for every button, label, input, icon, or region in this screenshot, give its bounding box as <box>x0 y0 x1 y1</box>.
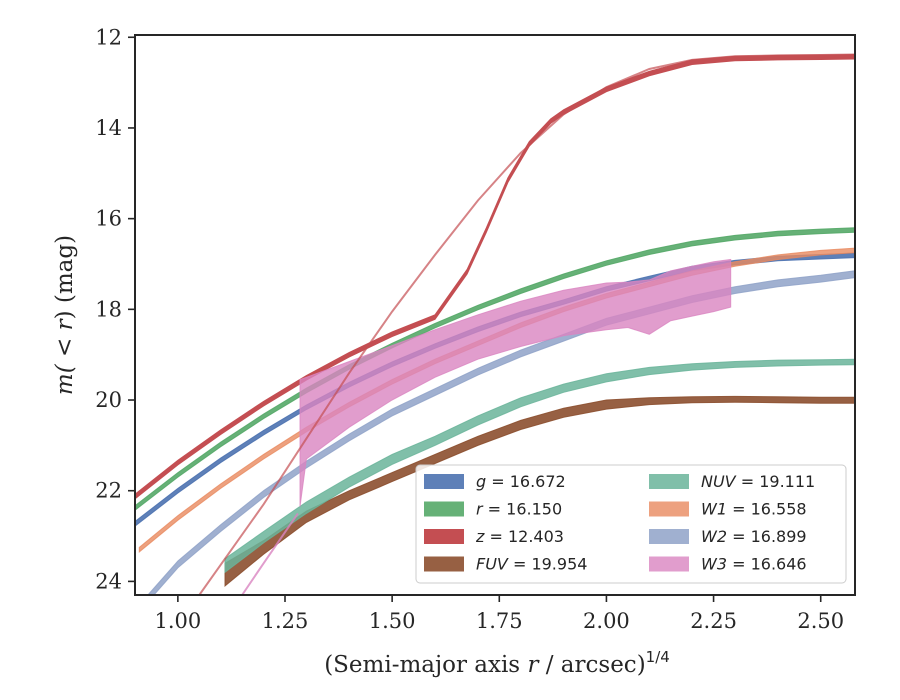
y-tick-label: 20 <box>95 388 122 412</box>
y-tick-label: 24 <box>95 569 122 593</box>
legend-label: r = 16.150 <box>476 500 562 519</box>
legend-swatch <box>649 474 689 489</box>
series-band-7 <box>299 258 732 507</box>
legend-label: W2 = 16.899 <box>701 527 807 546</box>
legend-swatch <box>424 474 464 489</box>
y-tick-label: 18 <box>95 297 122 321</box>
legend-label: z = 12.403 <box>475 527 564 546</box>
x-axis-label-rest: / arcsec) <box>538 652 645 678</box>
series-band-4 <box>224 358 855 574</box>
x-ticks: 1.00 1.25 1.50 1.75 2.00 2.25 2.50 <box>154 595 844 633</box>
x-tick-label: 2.00 <box>583 609 630 633</box>
legend-label: W1 = 16.558 <box>701 500 807 519</box>
x-axis-label-var: r <box>527 652 540 678</box>
x-tick-label: 1.50 <box>369 609 416 633</box>
legend-swatch <box>649 556 689 572</box>
x-tick-label: 1.25 <box>262 609 309 633</box>
legend-swatch <box>649 501 689 517</box>
legend-label: FUV = 19.954 <box>476 555 587 574</box>
legend-swatch <box>424 501 464 517</box>
series-layer <box>135 53 855 595</box>
x-tick-label: 2.25 <box>690 609 737 633</box>
legend-swatch <box>424 529 464 544</box>
x-tick-label: 1.00 <box>154 609 201 633</box>
legend-swatch <box>649 529 689 544</box>
x-tick-label: 2.50 <box>797 609 844 633</box>
y-axis-label-post: ) (mag) <box>52 235 78 319</box>
y-tick-label: 12 <box>95 25 122 49</box>
x-axis-label-sup: 1/4 <box>646 648 670 666</box>
x-axis-label-main: (Semi-major axis <box>324 652 527 678</box>
series-line-9 <box>241 512 299 595</box>
y-ticks: 12 14 16 18 20 22 24 <box>95 25 135 593</box>
series-band-6 <box>147 270 855 595</box>
y-tick-label: 14 <box>95 116 122 140</box>
legend-label: NUV = 19.111 <box>701 472 815 491</box>
x-axis-label: (Semi-major axis r / arcsec)1/4 <box>324 648 670 678</box>
series-band-3 <box>224 395 855 587</box>
legend-swatch <box>424 556 464 572</box>
y-axis-label-var: r <box>52 317 78 330</box>
legend: g = 16.672 r = 16.150 z = 12.403 FUV = 19.9… <box>415 464 847 584</box>
plot-frame <box>134 34 856 596</box>
y-tick-label: 16 <box>95 207 122 231</box>
legend-label: W3 = 16.646 <box>701 555 807 574</box>
y-axis-label: m( < r) (mag) <box>52 235 78 395</box>
series-band-2 <box>135 53 855 500</box>
series-line-8 <box>198 53 855 595</box>
y-tick-label: 22 <box>95 479 122 503</box>
legend-box <box>415 464 847 584</box>
x-tick-label: 1.75 <box>476 609 523 633</box>
legend-label: g = 16.672 <box>476 472 566 491</box>
y-axis-label-pre: m( < <box>52 330 78 395</box>
